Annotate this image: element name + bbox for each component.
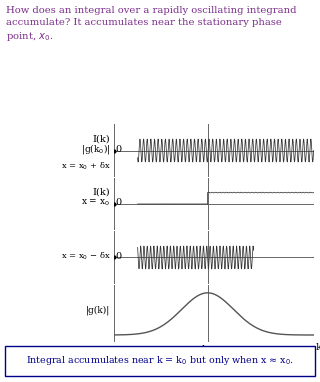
Text: x = x$_0$ + δx: x = x$_0$ + δx bbox=[60, 160, 110, 172]
Text: How does an integral over a rapidly oscillating integrand
accumulate? It accumul: How does an integral over a rapidly osci… bbox=[6, 6, 297, 43]
Text: Integral accumulates near k = k$_0$ but only when x ≈ x$_0$.: Integral accumulates near k = k$_0$ but … bbox=[26, 354, 294, 367]
Text: k: k bbox=[316, 343, 320, 352]
Text: |g(k$_0$)|: |g(k$_0$)| bbox=[81, 142, 110, 157]
Text: I(k): I(k) bbox=[93, 188, 110, 197]
Text: k$_0$: k$_0$ bbox=[201, 343, 214, 356]
Text: 0: 0 bbox=[115, 252, 121, 261]
FancyBboxPatch shape bbox=[5, 345, 315, 377]
Text: |g(k)|: |g(k)| bbox=[86, 306, 110, 315]
Text: x = x$_0$: x = x$_0$ bbox=[81, 197, 110, 208]
Text: 0: 0 bbox=[115, 145, 121, 154]
Text: 0: 0 bbox=[115, 198, 121, 207]
Text: x = x$_0$ − δx: x = x$_0$ − δx bbox=[60, 251, 110, 262]
Text: I(k): I(k) bbox=[93, 134, 110, 143]
